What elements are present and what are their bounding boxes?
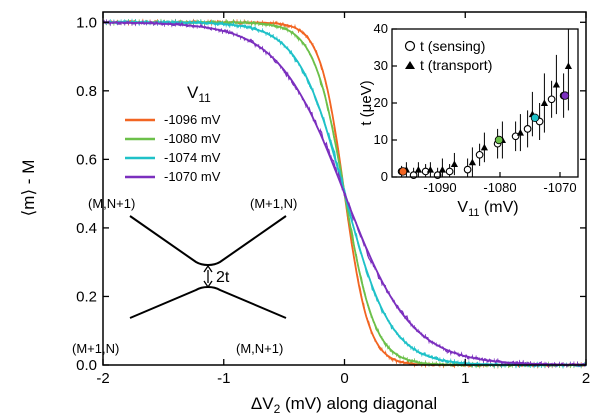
inset-y-tick-label: 0 — [381, 169, 388, 184]
inset-x-tick-label: -1090 — [423, 180, 456, 195]
main-y-axis-label: ⟨m⟩ - M — [19, 160, 38, 217]
legend-title-main: V — [187, 83, 199, 102]
inset-y-axis-label: t (μeV) — [358, 80, 375, 125]
inset-point-transport — [414, 166, 422, 173]
main-series-group — [102, 18, 587, 369]
main-x-axis-label-rest: (mV) along diagonal — [280, 394, 437, 413]
main-y-tick-label: 0.4 — [76, 220, 97, 237]
inset-point-sensing — [445, 167, 454, 176]
main-y-tick-label: 0.8 — [76, 83, 97, 100]
main-legend: V11 -1096 mV -1080 mV -1074 mV -1070 mV — [125, 83, 221, 184]
state-label-top-left: (M,N+1) — [88, 196, 135, 211]
inset-background — [390, 28, 580, 178]
state-label-top-right: (M+1,N) — [250, 196, 297, 211]
legend-title-sub: 11 — [198, 91, 211, 105]
inset-highlight-point — [494, 135, 504, 145]
inset-legend-circle-icon — [404, 40, 416, 52]
inset-x-axis-label-main: V — [457, 199, 468, 216]
inset-tick-group: -1090 -1080 -1070 0 10 20 30 40 — [374, 21, 577, 195]
legend-entry-label: -1096 mV — [164, 112, 221, 127]
inset-y-tick-label: 40 — [374, 21, 388, 36]
inset-point-sensing — [475, 150, 484, 159]
gap-arrow-head-down — [203, 280, 213, 289]
inset-x-tick-label: -1080 — [483, 180, 516, 195]
inset-point-transport — [450, 160, 458, 168]
inset-point-transport — [468, 158, 476, 166]
inset-legend-label: t (transport) — [420, 57, 492, 73]
inset-point-transport — [552, 80, 560, 88]
inset-point-sensing — [511, 132, 520, 141]
inset-x-axis-label: V11 (mV) — [457, 199, 518, 219]
inset-point-transport — [480, 143, 488, 151]
inset-point-transport — [540, 99, 548, 106]
legend-title: V11 — [187, 83, 211, 105]
inset-legend-label: t (sensing) — [420, 38, 485, 54]
inset-point-transport — [438, 166, 446, 173]
inset-point-sensing — [463, 165, 472, 174]
legend-entry-label: -1080 mV — [164, 131, 221, 146]
legend-entry-label: -1074 mV — [164, 150, 221, 165]
inset-highlight-point — [398, 167, 408, 176]
inset-legend-triangle-icon — [405, 61, 415, 69]
upper-branch-curve — [129, 215, 287, 267]
inset-point-sensing — [523, 125, 532, 133]
main-y-tick-label: 0.2 — [76, 288, 97, 305]
main-tick-group: -2 -1 0 1 2 0.0 0.2 0.4 0.6 0.8 1.0 — [76, 12, 590, 387]
lower-branch-curve — [129, 285, 287, 319]
main-y-tick-label: 0.6 — [76, 151, 97, 168]
main-x-tick-label: -2 — [96, 370, 109, 387]
anticrossing-diagram: 2t (M,N+1) (M+1,N) (M+1,N) (M,N+1) — [72, 196, 297, 356]
inset-points-group — [397, 29, 572, 179]
main-x-tick-label: -1 — [217, 370, 230, 387]
inset-y-tick-label: 10 — [374, 132, 388, 147]
inset-point-transport — [426, 166, 434, 173]
main-y-tick-label: 1.0 — [76, 14, 97, 31]
inset-highlight-point — [530, 113, 540, 122]
main-x-axis-label-main: ΔV — [251, 394, 274, 413]
inset-point-sensing — [547, 95, 556, 104]
gap-label: 2t — [216, 269, 230, 286]
main-x-axis-label-sub: 2 — [274, 402, 281, 416]
inset-y-tick-label: 20 — [374, 95, 388, 110]
gap-arrow-head-up — [203, 264, 213, 273]
main-x-axis-label: ΔV2 (mV) along diagonal — [251, 394, 437, 416]
main-x-tick-label: 2 — [582, 370, 590, 387]
state-label-bottom-left: (M+1,N) — [72, 341, 119, 356]
inset-point-transport — [516, 129, 524, 136]
inset-x-axis-label-rest: (mV) — [479, 199, 518, 216]
main-series-3 — [102, 19, 587, 368]
main-x-tick-label: 0 — [340, 370, 348, 387]
main-y-tick-label: 0.0 — [76, 357, 97, 374]
inset-y-tick-label: 30 — [374, 58, 388, 73]
inset-point-transport — [564, 62, 572, 69]
inset-x-axis-label-sub: 11 — [468, 207, 479, 219]
main-x-tick-label: 1 — [461, 370, 469, 387]
inset-x-tick-label: -1070 — [543, 180, 576, 195]
fit-curve — [103, 21, 587, 366]
state-label-bottom-right: (M,N+1) — [236, 341, 283, 356]
inset-legend: t (sensing) t (transport) — [404, 38, 492, 73]
inset-highlight-point — [560, 91, 570, 100]
legend-entry-label: -1070 mV — [164, 169, 221, 184]
